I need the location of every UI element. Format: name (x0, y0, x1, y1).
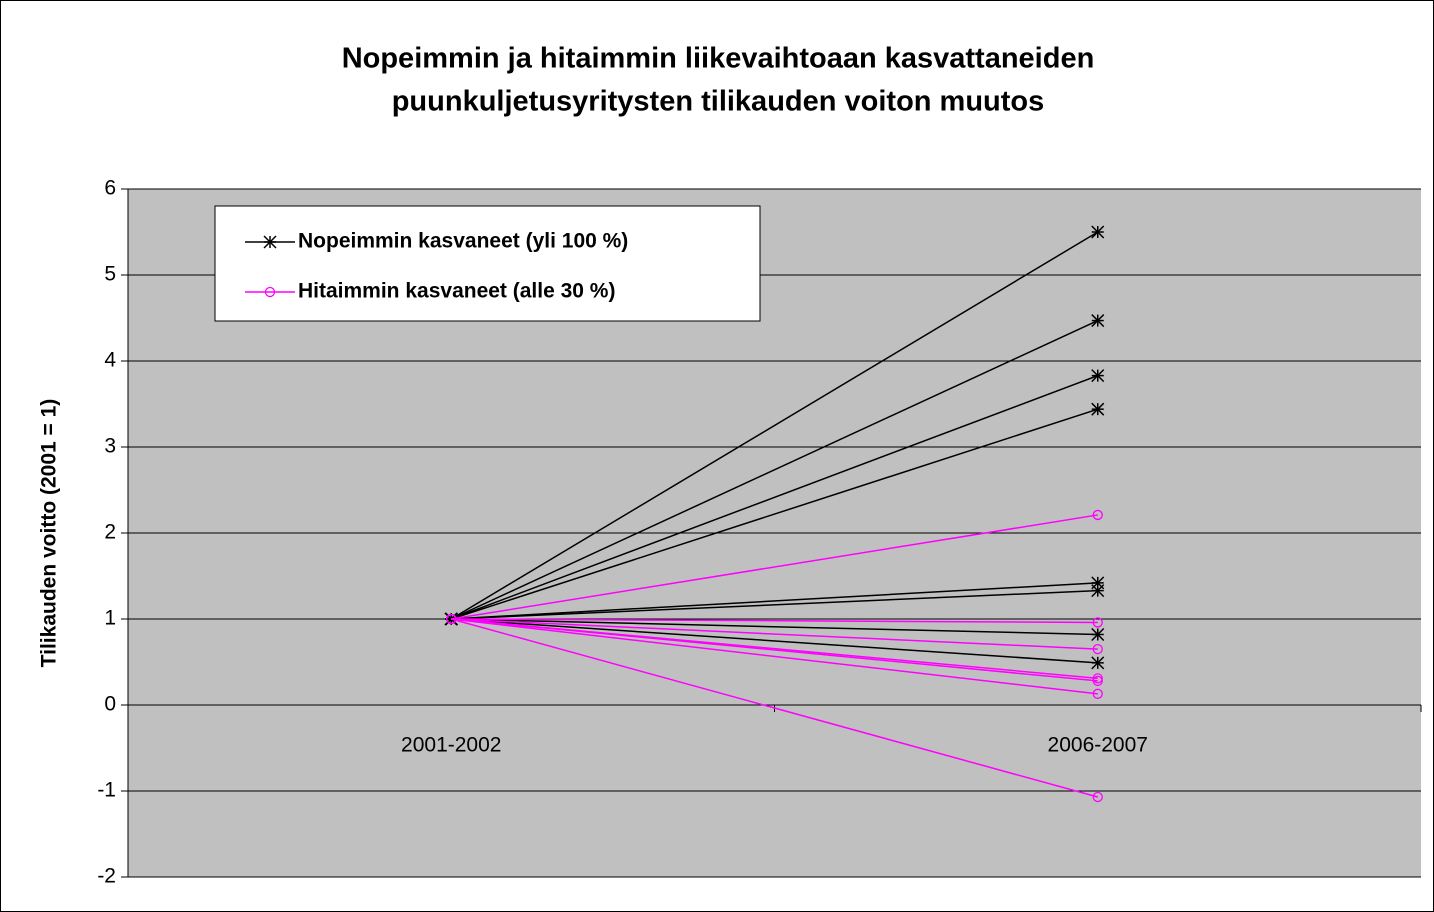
marker (1091, 656, 1105, 670)
marker-circle (1092, 673, 1103, 684)
series-line (451, 582, 1098, 620)
legend (214, 205, 761, 322)
marker-circle (1092, 791, 1103, 803)
marker-stroke (1091, 369, 1105, 383)
series-line (451, 589, 1098, 620)
marker (1091, 627, 1105, 642)
y-tick-label: 5 (104, 263, 116, 286)
marker-stroke (1091, 225, 1105, 239)
y-axis-label: Tilikauden voitto (2001 = 1) (38, 399, 61, 668)
marker-stroke (1091, 627, 1105, 642)
series-line (450, 231, 1099, 620)
series-line (451, 408, 1098, 620)
legend-marker (263, 235, 277, 249)
marker (1091, 225, 1105, 239)
marker (1091, 584, 1105, 598)
y-tick-label: 1 (104, 607, 116, 630)
chart-title: Nopeimmin ja hitaimmin liikevaihtoaan ka… (342, 43, 1095, 75)
marker-circle (1092, 617, 1103, 628)
y-tick-label: 4 (104, 349, 116, 372)
x-tick-label: 2006-2007 (1048, 734, 1148, 757)
marker (1092, 643, 1103, 655)
y-tick-label: 3 (104, 435, 116, 458)
marker-stroke (1091, 314, 1105, 328)
marker-circle (1092, 688, 1103, 699)
marker (1091, 369, 1105, 383)
marker-circle (264, 286, 276, 298)
series-line (451, 618, 1098, 798)
marker-stroke (1091, 656, 1105, 670)
legend-label: Hitaimmin kasvaneet (alle 30 %) (298, 280, 615, 303)
series-line (451, 618, 1098, 664)
series-line (451, 618, 1098, 636)
y-tick-label: -1 (97, 779, 116, 802)
y-tick-label: 2 (104, 521, 116, 544)
x-tick-label: 2001-2002 (401, 734, 501, 757)
marker (1092, 791, 1103, 803)
series-line (451, 618, 1098, 624)
marker (1092, 509, 1103, 521)
marker (1092, 673, 1103, 684)
marker-stroke (263, 235, 277, 249)
y-tick-label: 6 (104, 177, 116, 200)
series-line (451, 618, 1098, 650)
marker-circle (1092, 675, 1103, 687)
legend-label: Nopeimmin kasvaneet (yli 100 %) (298, 230, 628, 253)
marker (1092, 617, 1103, 628)
marker (1091, 402, 1105, 416)
y-tick-label: -2 (97, 865, 116, 888)
marker-circle (446, 613, 457, 625)
series-line (451, 618, 1098, 695)
marker (1092, 675, 1103, 687)
marker-circle (1092, 509, 1103, 521)
marker-stroke (1091, 584, 1105, 598)
legend-marker (264, 286, 276, 298)
marker-stroke (1091, 402, 1105, 416)
chart-title: puunkuljetusyritysten tilikauden voiton … (392, 86, 1045, 118)
marker (1091, 314, 1105, 328)
marker (1092, 688, 1103, 699)
series-line (450, 319, 1099, 620)
series-line (451, 618, 1098, 682)
series-line (451, 514, 1098, 620)
marker-circle (1092, 643, 1103, 655)
series-line (450, 374, 1099, 620)
y-tick-label: 0 (104, 693, 116, 716)
marker (446, 613, 457, 625)
